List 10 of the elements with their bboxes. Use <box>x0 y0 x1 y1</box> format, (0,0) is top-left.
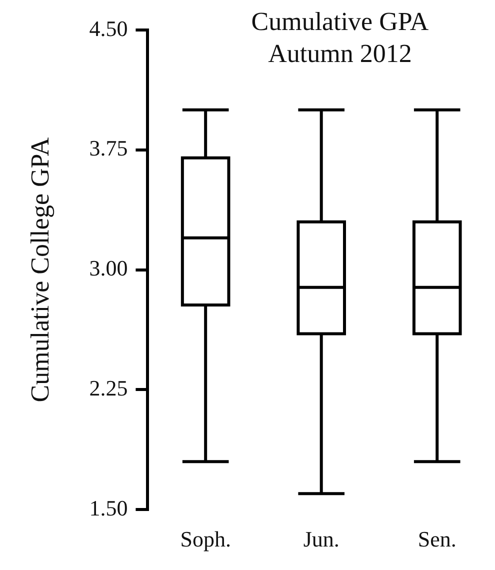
x-tick-label: Sen. <box>418 526 456 552</box>
y-tick-label: 4.50 <box>89 16 128 41</box>
chart-title: Cumulative GPA Autumn 2012 <box>250 6 430 70</box>
y-axis-title: Cumulative College GPA <box>25 137 54 402</box>
y-tick-label: 2.25 <box>89 375 128 400</box>
y-tick-label: 3.75 <box>89 136 128 161</box>
y-tick-label: 3.00 <box>89 256 128 281</box>
x-tick-label: Jun. <box>303 526 340 552</box>
y-tick-label: 1.50 <box>89 495 128 520</box>
x-tick-label: Soph. <box>180 526 231 552</box>
